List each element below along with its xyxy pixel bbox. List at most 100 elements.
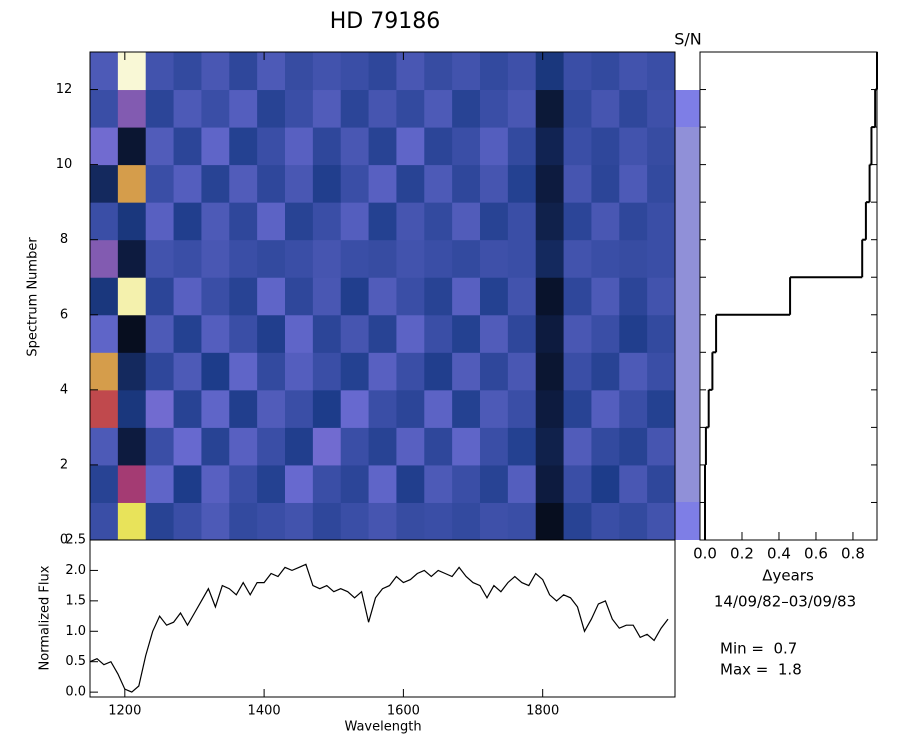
heat-cell	[285, 52, 314, 91]
heat-cell	[117, 202, 147, 241]
heat-cell	[452, 427, 481, 466]
heat-cell	[145, 202, 175, 241]
heat-cell	[452, 202, 481, 241]
heat-cell	[312, 464, 342, 503]
heat-cell	[340, 389, 370, 428]
heat-cell	[591, 202, 620, 241]
heat-cell	[173, 352, 202, 391]
heat-cell	[591, 239, 620, 278]
heat-cell	[201, 314, 230, 353]
heat-cell	[229, 464, 258, 503]
heat-cell	[452, 352, 481, 391]
heat-cell	[257, 202, 286, 241]
sn-column	[675, 52, 700, 90]
heat-cell	[285, 352, 314, 391]
heat-cell	[229, 427, 258, 466]
heat-cell	[340, 52, 370, 91]
heat-cell	[173, 427, 202, 466]
heat-cell	[424, 89, 453, 128]
heat-cell	[117, 52, 147, 91]
y-tick-label: 2.0	[65, 563, 86, 578]
heat-cell	[452, 389, 481, 428]
heat-cell	[312, 52, 342, 91]
heat-cell	[145, 52, 175, 91]
heat-cell	[452, 52, 481, 91]
heat-cell	[201, 352, 230, 391]
heat-cell	[312, 502, 342, 541]
heat-cell	[257, 164, 286, 203]
heat-cell	[452, 164, 481, 203]
y-tick-label: 0	[60, 533, 68, 548]
heat-cell	[117, 127, 147, 166]
heat-cell	[201, 502, 230, 541]
heat-cell	[424, 202, 453, 241]
heat-cell	[619, 464, 648, 503]
heat-cell	[480, 352, 509, 391]
heat-cell	[396, 314, 425, 353]
heat-cell	[201, 52, 230, 91]
heat-cell	[312, 89, 342, 128]
heat-cell	[285, 464, 314, 503]
heat-cell	[90, 164, 119, 203]
heat-cell	[285, 427, 314, 466]
heat-cell	[117, 464, 147, 503]
heat-cell	[452, 464, 481, 503]
sn-label: S/N	[674, 30, 702, 49]
heat-cell	[229, 89, 258, 128]
heat-cell	[145, 89, 175, 128]
heat-cell	[563, 502, 592, 541]
heat-cell	[647, 464, 676, 503]
heat-cell	[90, 127, 119, 166]
heat-cell	[117, 277, 147, 316]
heat-cell	[563, 127, 592, 166]
heat-cell	[535, 127, 565, 166]
heat-cell	[480, 389, 509, 428]
heat-cell	[535, 52, 565, 91]
heat-cell	[173, 502, 202, 541]
heat-cell	[312, 277, 342, 316]
heat-cell	[507, 427, 537, 466]
heat-cell	[285, 164, 314, 203]
heat-cell	[90, 314, 119, 353]
heat-cell	[145, 352, 175, 391]
heat-cell	[368, 202, 397, 241]
heat-cell	[591, 89, 620, 128]
heat-cell	[452, 89, 481, 128]
heat-cell	[145, 427, 175, 466]
heat-cell	[145, 277, 175, 316]
heat-cell	[480, 277, 509, 316]
heat-cell	[507, 202, 537, 241]
heat-cell	[424, 239, 453, 278]
y-tick-label: 12	[56, 82, 73, 97]
heat-cell	[535, 277, 565, 316]
heat-cell	[507, 389, 537, 428]
heat-cell	[619, 239, 648, 278]
heat-cell	[201, 389, 230, 428]
heat-cell	[201, 427, 230, 466]
heat-cell	[396, 389, 425, 428]
heat-cell	[619, 389, 648, 428]
heat-cell	[117, 89, 147, 128]
heat-cell	[173, 389, 202, 428]
heat-cell	[591, 277, 620, 316]
heat-cell	[480, 127, 509, 166]
x-tick-label: 0.4	[767, 545, 791, 563]
heat-cell	[563, 202, 592, 241]
heat-cell	[647, 389, 676, 428]
x-tick-label: 1200	[108, 704, 141, 719]
heat-cell	[396, 89, 425, 128]
x-tick-label: 0.0	[693, 545, 717, 563]
heat-cell	[396, 464, 425, 503]
heat-cell	[173, 52, 202, 91]
heat-cell	[257, 314, 286, 353]
heat-cell	[507, 464, 537, 503]
heat-cell	[201, 127, 230, 166]
heat-cell	[173, 127, 202, 166]
heat-cell	[480, 314, 509, 353]
heat-cell	[312, 239, 342, 278]
heat-cell	[340, 352, 370, 391]
heat-cell	[257, 502, 286, 541]
heat-cell	[591, 352, 620, 391]
heat-cell	[90, 202, 119, 241]
heat-cell	[90, 352, 119, 391]
